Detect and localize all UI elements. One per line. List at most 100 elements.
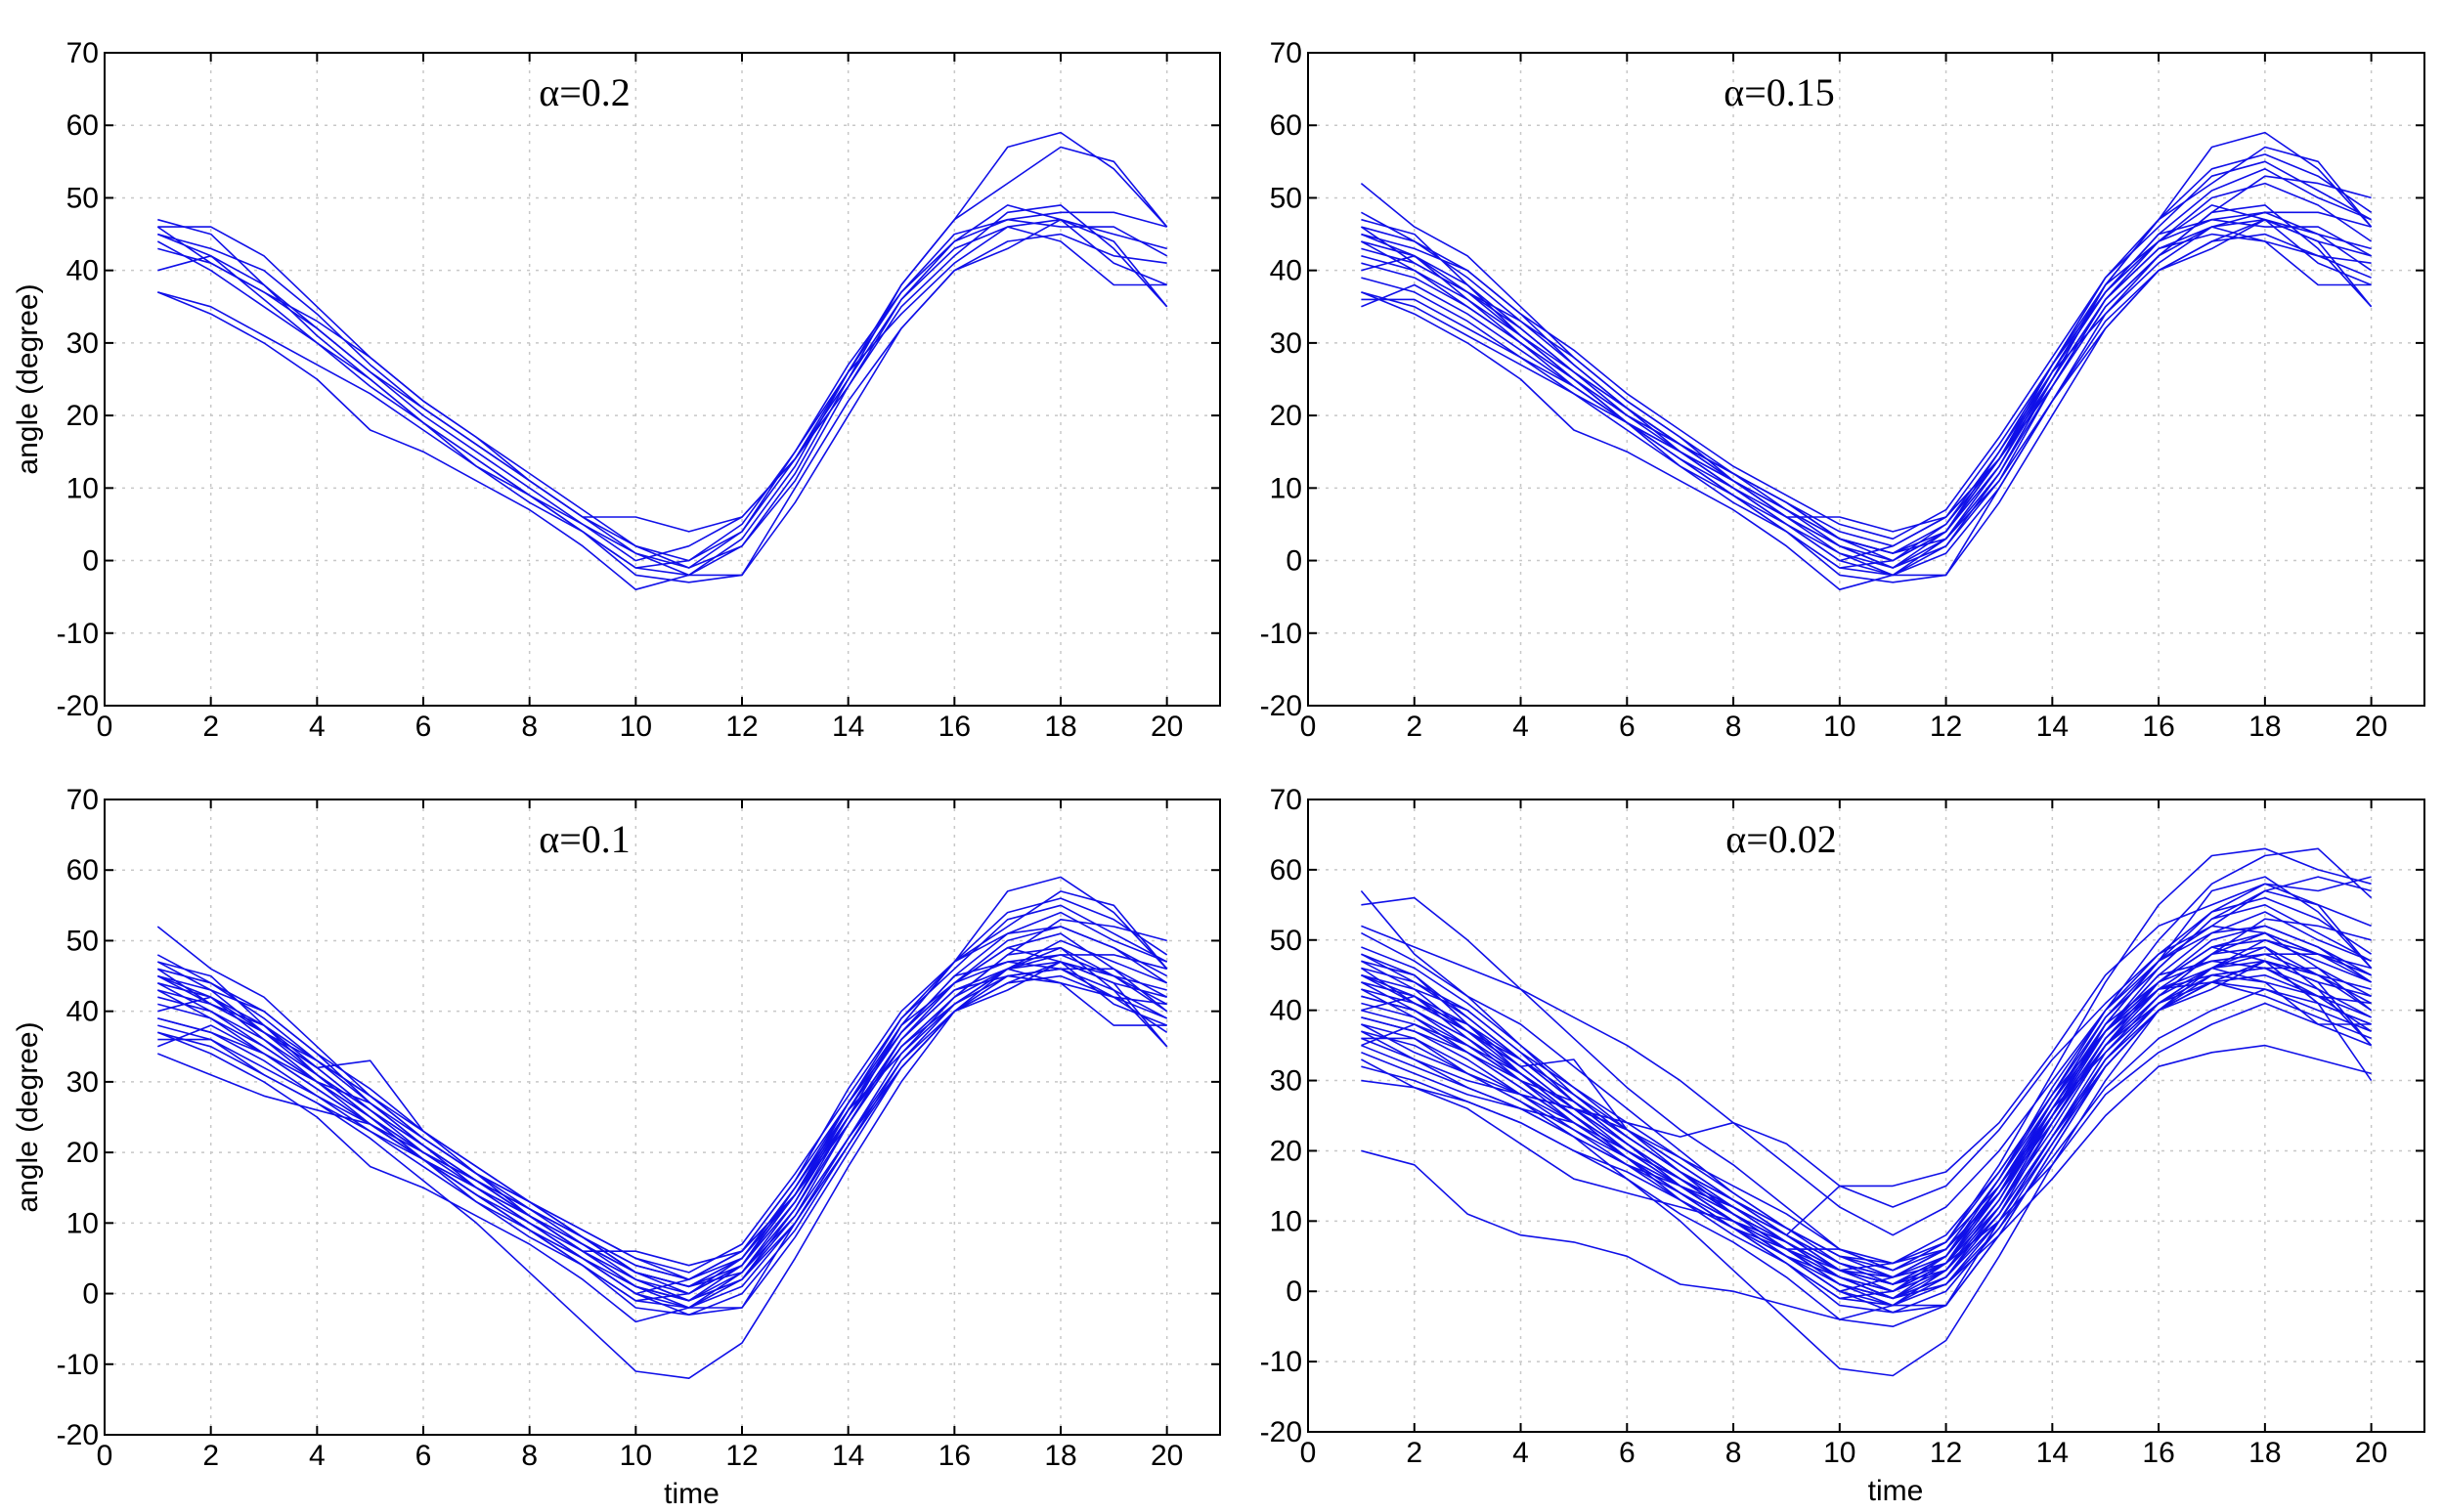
series-line-16 <box>1361 953 2373 1300</box>
series-line-11 <box>157 904 1168 1274</box>
series-line-9 <box>1361 204 2373 577</box>
y-tick-label: 20 <box>66 400 99 432</box>
y-tick-label: 30 <box>1270 327 1302 360</box>
y-tick-label: 60 <box>66 109 99 142</box>
y-tick-label: -20 <box>1260 690 1302 722</box>
x-tick-label: 20 <box>2355 711 2387 743</box>
axes-frame <box>1307 52 2425 707</box>
x-tick-label: 4 <box>309 711 326 743</box>
y-tick-label: 10 <box>66 472 99 504</box>
subplot-alpha-0-02: 0 2 4 6 8 10 12 14 16 18 20 -20 -10 0 10 20 30 40 50 60 70 α=… <box>1260 784 2425 1507</box>
y-tick-label: 0 <box>82 545 99 578</box>
series-line-29 <box>1361 883 2372 1236</box>
x-tick-label: 16 <box>938 1440 971 1472</box>
x-tick-label: 8 <box>521 711 538 743</box>
x-tick-label: 14 <box>2036 1437 2069 1469</box>
series-line-21 <box>1361 960 2372 1285</box>
series-line-6 <box>157 974 1167 1316</box>
series-line-20 <box>157 968 1168 1302</box>
y-tick-label: -10 <box>57 618 99 650</box>
x-tick-label: 20 <box>2355 1437 2387 1469</box>
series-line-1 <box>1361 960 2372 1327</box>
x-tick-label: 6 <box>1619 1437 1636 1469</box>
subplot-alpha-0-2: 0 2 4 6 8 10 12 14 16 18 20 -20 -10 0 10 20 30 40 50 60 70 α=… <box>12 37 1221 743</box>
series-line-23 <box>156 926 1168 1280</box>
series-line-7 <box>157 961 1167 1323</box>
y-tick-label: 50 <box>1270 182 1302 214</box>
x-tick-label: 10 <box>620 711 652 743</box>
series-line-13 <box>1361 960 2373 1300</box>
series-line-17 <box>1361 153 2373 562</box>
series-line-9 <box>156 204 1168 577</box>
y-tick-label: 20 <box>1270 1135 1302 1167</box>
series-line-5 <box>157 131 1168 577</box>
y-tick-label: 70 <box>1270 784 1302 816</box>
y-tick-label: -20 <box>57 1419 99 1451</box>
series-line-8 <box>1360 226 2372 533</box>
x-tick-label: 18 <box>2248 711 2281 743</box>
y-tick-label: 30 <box>1270 1065 1302 1098</box>
subplot-alpha-0-15: 0 2 4 6 8 10 12 14 16 18 20 -20 -10 0 10 20 30 40 50 60 70 α=… <box>1260 37 2425 743</box>
axes-frame <box>1307 799 2425 1433</box>
series-line-2 <box>1361 204 2372 562</box>
y-axis-label: angle (degree) <box>12 1021 44 1212</box>
x-tick-label: 12 <box>1930 1437 1962 1469</box>
series-line-11 <box>1360 967 2372 1265</box>
series-line-22 <box>1361 938 2372 1377</box>
y-tick-label: -10 <box>1260 618 1302 650</box>
series-line-37 <box>1361 938 2372 1285</box>
x-tick-label: 20 <box>1151 711 1183 743</box>
x-tick-label: 0 <box>97 1440 113 1472</box>
series-line-10 <box>1361 218 2373 569</box>
series-line-9 <box>156 946 1168 1309</box>
series-line-24 <box>156 968 1168 1316</box>
series-line-17 <box>157 897 1168 1295</box>
x-tick-label: 2 <box>1406 1437 1422 1469</box>
series-line-4 <box>157 218 1168 562</box>
y-axis-label: angle (degree) <box>12 283 44 474</box>
series-line-34 <box>1361 988 2373 1300</box>
series-line-10 <box>157 961 1168 1302</box>
x-tick-label: 20 <box>1151 1440 1183 1472</box>
y-tick-label: 10 <box>1270 1205 1302 1237</box>
series-line-31 <box>1361 1044 2372 1300</box>
y-tick-label: 60 <box>1270 854 1302 886</box>
y-tick-label: 30 <box>66 327 99 360</box>
y-tick-label: 60 <box>1270 109 1302 142</box>
y-tick-label: 50 <box>66 182 99 214</box>
y-tick-label: 10 <box>1270 472 1302 504</box>
x-tick-label: 2 <box>1406 711 1422 743</box>
series-line-10 <box>156 218 1168 569</box>
y-tick-label: 40 <box>66 255 99 287</box>
axes-frame <box>104 52 1221 707</box>
series-line-9 <box>1361 973 2372 1314</box>
y-tick-label: 40 <box>1270 255 1302 287</box>
series-line-12 <box>1361 946 2373 1307</box>
y-tick-label: 40 <box>1270 995 1302 1027</box>
x-tick-label: 12 <box>725 711 758 743</box>
x-tick-label: 4 <box>309 1440 326 1472</box>
series-line-6 <box>1361 233 2372 583</box>
series-line-14 <box>1361 175 2372 577</box>
x-tick-label: 8 <box>1725 711 1742 743</box>
y-tick-label: 0 <box>82 1278 99 1311</box>
y-tick-label: 0 <box>1286 1275 1302 1308</box>
series-line-10 <box>1361 960 2372 1320</box>
series-line-2 <box>157 946 1167 1295</box>
y-tick-label: 70 <box>66 784 99 816</box>
series-line-8 <box>156 226 1167 533</box>
plot-title: α=0.1 <box>539 817 631 861</box>
y-tick-label: 30 <box>66 1066 99 1099</box>
x-tick-label: 8 <box>1725 1437 1742 1469</box>
x-tick-label: 14 <box>2036 711 2069 743</box>
x-axis-label: time <box>1868 1475 1924 1507</box>
series-line-7 <box>1361 218 2372 591</box>
y-tick-label: -20 <box>57 690 99 722</box>
y-tick-label: -10 <box>1260 1346 1302 1378</box>
x-tick-label: 4 <box>1512 1437 1529 1469</box>
series-line-7 <box>156 218 1168 591</box>
series-line-13 <box>1361 211 2373 569</box>
series-line-2 <box>157 204 1167 562</box>
series-line-38 <box>1361 931 2372 1265</box>
x-axis-label: time <box>664 1478 720 1510</box>
